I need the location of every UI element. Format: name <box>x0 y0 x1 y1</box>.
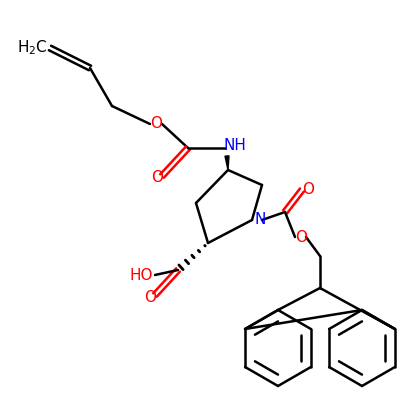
Text: O: O <box>302 182 314 196</box>
Text: NH: NH <box>223 138 246 154</box>
Text: O: O <box>151 170 163 186</box>
Polygon shape <box>225 156 229 170</box>
Text: O: O <box>144 290 156 304</box>
Text: O: O <box>150 117 162 132</box>
Text: O: O <box>295 229 307 245</box>
Text: N: N <box>254 213 266 227</box>
Text: H$_2$C: H$_2$C <box>17 38 48 57</box>
Text: HO: HO <box>129 267 153 282</box>
